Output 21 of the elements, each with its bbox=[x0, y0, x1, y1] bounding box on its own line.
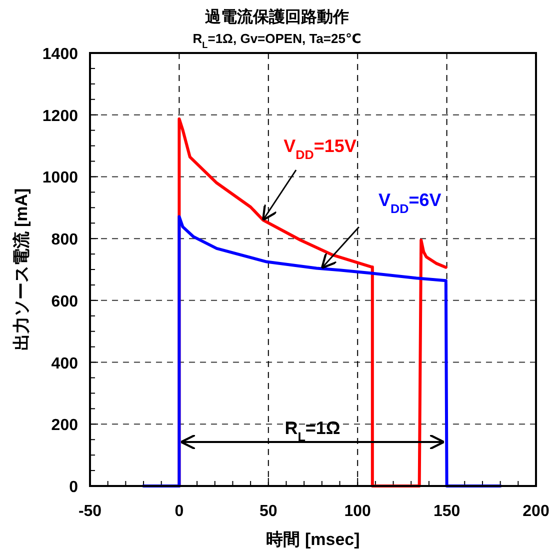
y-tick-label: 1200 bbox=[42, 108, 78, 125]
annotation: V$_{DD}$=6V bbox=[378, 190, 442, 216]
y-tick-label: 1400 bbox=[42, 46, 78, 63]
y-axis-title: 出力ソース電流 [mA] bbox=[12, 188, 31, 351]
y-tick-label: 400 bbox=[51, 355, 78, 372]
chart-subtitle: R$_{L}$=1Ω, Gv=OPEN, Ta=25℃ bbox=[192, 31, 362, 50]
x-tick-label: -50 bbox=[78, 503, 102, 520]
y-tick-label: 800 bbox=[51, 232, 78, 249]
x-axis-title: 時間 [msec] bbox=[266, 530, 360, 549]
annotation: R$_{L}$=1Ω bbox=[284, 418, 340, 444]
x-tick-label: 0 bbox=[174, 503, 184, 520]
x-tick-label: 50 bbox=[260, 503, 278, 520]
x-tick-label: 100 bbox=[344, 503, 372, 520]
x-tick-label: 200 bbox=[522, 503, 550, 520]
y-tick-label: 0 bbox=[69, 479, 78, 496]
y-tick-label: 600 bbox=[51, 293, 78, 310]
y-tick-label: 200 bbox=[51, 417, 78, 434]
x-tick-label: 150 bbox=[433, 503, 460, 520]
annotation: V$_{DD}$=15V bbox=[284, 136, 356, 162]
y-tick-label: 1000 bbox=[42, 170, 78, 187]
chart-title: 過電流保護回路動作 bbox=[204, 7, 349, 26]
